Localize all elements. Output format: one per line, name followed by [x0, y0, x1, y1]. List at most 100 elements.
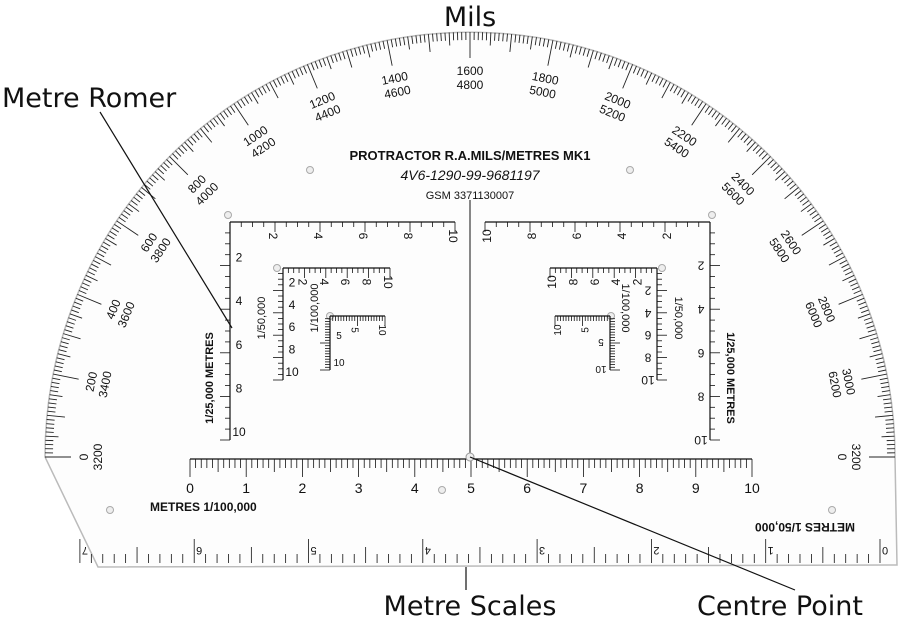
mils-tick: [562, 42, 566, 51]
mils-tick: [123, 210, 131, 216]
mils-tick: [135, 193, 143, 200]
mils-tick: [68, 317, 77, 321]
mils-tick: [755, 147, 762, 154]
part-number: 4V6-1290-99-9681197: [400, 167, 540, 183]
mils-tick: [724, 120, 731, 128]
mils-label-inner: 5000: [528, 83, 557, 102]
mils-tick: [322, 58, 327, 66]
romer-label: 6: [697, 346, 704, 360]
mils-tick: [697, 101, 704, 109]
mils-tick: [47, 406, 56, 409]
mils-tick: [226, 108, 232, 116]
mils-tick: [558, 41, 562, 50]
mils-tick: [704, 105, 710, 113]
mils-tick: [146, 180, 154, 187]
mils-tick: [786, 180, 794, 187]
romer-label: 4: [697, 302, 704, 316]
romer-label: 10: [232, 425, 246, 439]
romer-label: 4: [615, 232, 629, 239]
mils-tick: [681, 92, 689, 104]
mils-tick: [64, 329, 73, 333]
mils-tick: [50, 385, 59, 389]
mils-tick: [354, 47, 358, 56]
romer-label: 2: [644, 283, 651, 297]
mils-tick: [105, 238, 117, 246]
mils-tick: [163, 162, 170, 169]
mils-tick: [850, 282, 858, 287]
mils-tick: [833, 248, 842, 254]
mils-tick: [863, 317, 872, 321]
romer-label: 10: [446, 229, 460, 243]
mils-tick: [187, 139, 194, 146]
mils-tick: [872, 345, 881, 349]
scale-50k-label: 6: [196, 544, 202, 556]
mils-tick: [802, 200, 810, 206]
scale-100k-label: 5: [467, 480, 475, 496]
mils-tick: [299, 67, 304, 76]
mounting-hole: [106, 506, 114, 514]
mils-tick: [841, 263, 849, 269]
romer-label: 4: [317, 279, 331, 286]
romer-scale-label: 1/50,000: [256, 297, 268, 340]
mils-tick: [514, 34, 517, 43]
mils-tick: [314, 61, 319, 69]
romer-label: 6: [338, 279, 352, 286]
mils-tick: [814, 217, 822, 223]
mils-tick: [415, 35, 418, 44]
mils-tick: [880, 381, 889, 385]
mils-tick: [382, 40, 386, 49]
mils-tick: [318, 59, 323, 68]
mils-tick: [284, 74, 289, 83]
mils-label-outer: 1400: [380, 69, 409, 88]
romer-label: 8: [644, 351, 651, 365]
mils-tick: [74, 301, 82, 306]
mounting-hole: [708, 211, 716, 219]
mils-tick: [727, 122, 734, 130]
mils-tick: [602, 53, 606, 62]
mils-tick: [870, 337, 879, 341]
mils-tick: [53, 369, 62, 373]
mils-tick: [859, 305, 868, 310]
mils-tick: [857, 313, 871, 319]
callout-centre-leader: [469, 456, 796, 591]
romer-label: 2: [236, 251, 243, 265]
mils-tick: [334, 53, 338, 62]
mils-tick: [781, 174, 788, 181]
mils-tick: [752, 144, 759, 152]
mils-tick: [883, 398, 892, 401]
romer-label: 6: [289, 320, 296, 334]
romer-label: 8: [236, 381, 243, 395]
scale-100k-label: 3: [355, 480, 363, 496]
gsm-number: GSM 3371130007: [426, 190, 514, 202]
mounting-hole: [828, 506, 836, 514]
mils-label-inner: 4800: [457, 78, 484, 92]
mils-tick: [190, 136, 197, 143]
mils-tick: [78, 290, 87, 295]
callout-metre-scales: Metre Scales: [384, 591, 557, 622]
mils-tick: [394, 38, 398, 47]
romer-label: 5: [581, 327, 592, 333]
romer-scale-label: 1/25,000 METRES: [204, 332, 216, 424]
mils-tick: [578, 46, 582, 55]
romer-label: 10: [381, 275, 395, 289]
mils-tick: [233, 103, 249, 126]
mils-tick: [295, 69, 300, 77]
romer-label: 8: [289, 343, 296, 357]
mils-tick: [598, 52, 602, 61]
romer-label: 10: [376, 324, 387, 336]
mils-tick: [80, 286, 89, 291]
mils-tick: [690, 96, 696, 104]
mils-tick: [56, 357, 65, 361]
mils-tick: [727, 128, 740, 143]
mils-tick: [69, 313, 83, 319]
mils-tick: [835, 252, 844, 258]
mils-tick: [61, 337, 70, 341]
romer-scale-label: 1/100,000: [309, 284, 321, 333]
mils-tick: [546, 39, 550, 48]
mils-tick: [390, 39, 394, 48]
mils-tick: [866, 325, 875, 329]
mils-tick: [746, 139, 753, 146]
mils-tick: [883, 402, 892, 405]
romer-label: 4: [289, 298, 296, 312]
